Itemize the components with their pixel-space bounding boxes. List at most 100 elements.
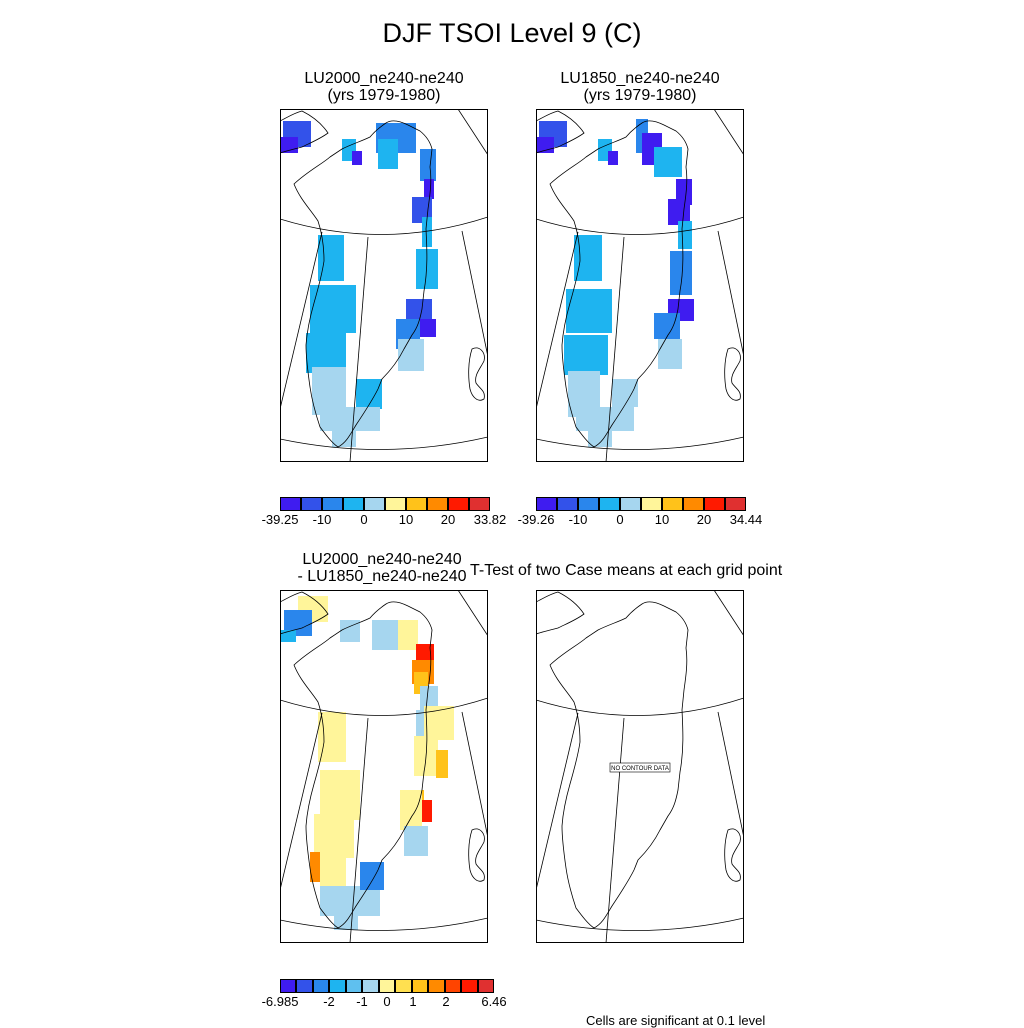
grid-cell <box>404 826 428 856</box>
iceland-coastline <box>468 828 485 882</box>
grid-cell <box>422 217 432 247</box>
no-data-label: NO CONTOUR DATA <box>611 766 669 772</box>
ellesmere-coastline <box>280 110 329 154</box>
colorbar-label: -2 <box>323 994 335 1009</box>
colorbar-swatch <box>364 497 385 511</box>
grid-cell <box>416 644 434 662</box>
colorbar-difference: -6.985 -2 -1 0 1 2 6.46 <box>262 979 507 1013</box>
colorbar-label: 2 <box>442 994 450 1009</box>
colorbar-swatch <box>620 497 641 511</box>
colorbar-swatch <box>427 497 448 511</box>
panel3-title-line1: LU2000_ne240-ne240 <box>302 551 462 568</box>
grid-cell <box>332 425 356 447</box>
grid-cell <box>352 151 362 165</box>
panel3-title: LU2000_ne240-ne240 - LU1850_ne240-ne240 <box>242 551 522 585</box>
ellesmere-coastline <box>280 591 329 635</box>
colorbar-swatch <box>557 497 578 511</box>
meridian-line <box>713 590 744 637</box>
meridian-line <box>717 230 744 358</box>
grid-cell <box>654 147 682 177</box>
colorbar-swatch <box>312 979 330 993</box>
meridian-line <box>461 711 488 839</box>
colorbar-swatch <box>536 497 557 511</box>
latitude-line <box>280 216 488 235</box>
colorbar-label: 10 <box>654 512 670 527</box>
grid-cell <box>436 750 448 778</box>
colorbar-swatch <box>411 979 429 993</box>
greenland-coastline <box>293 601 433 929</box>
meridian-line <box>349 717 369 943</box>
grid-cell <box>320 770 360 820</box>
colorbar-swatch <box>641 497 662 511</box>
grid-cell <box>670 251 692 295</box>
greenland-coastline <box>293 120 433 448</box>
colorbar-label: 34.44 <box>729 512 763 527</box>
colorbar-label: 10 <box>398 512 414 527</box>
map-frame <box>536 590 744 943</box>
colorbar-swatch <box>296 979 313 993</box>
colorbar-swatch <box>444 979 462 993</box>
colorbar-swatch <box>461 979 478 993</box>
grid-cell <box>574 235 602 281</box>
colorbar-swatch <box>301 497 322 511</box>
colorbar-swatch <box>406 497 427 511</box>
panel1-title: LU2000_ne240-ne240 (yrs 1979-1980) <box>244 70 524 104</box>
meridian-line <box>536 231 579 410</box>
grid-cell <box>318 235 344 281</box>
colorbar-swatch <box>343 497 364 511</box>
latitude-line <box>280 436 488 450</box>
meridian-line <box>280 231 323 410</box>
colorbar-swatch <box>704 497 725 511</box>
grid-cell <box>378 139 398 169</box>
colorbar-label: 33.82 <box>473 512 507 527</box>
panel1-title-line2: (yrs 1979-1980) <box>327 87 441 104</box>
colorbar-swatch <box>378 979 396 993</box>
panel2-title-line1: LU1850_ne240-ne240 <box>560 70 720 87</box>
latitude-line <box>280 697 488 716</box>
ellesmere-coastline <box>536 591 585 635</box>
colorbar-swatch <box>448 497 469 511</box>
colorbar-label: -39.25 <box>261 512 299 527</box>
colorbar-label: -10 <box>312 512 332 527</box>
no-data-box <box>609 762 671 773</box>
grid-cell <box>340 620 360 642</box>
grid-cell <box>678 221 692 249</box>
panel2-title: LU1850_ne240-ne240 (yrs 1979-1980) <box>500 70 780 104</box>
colorbar-label: -1 <box>356 994 368 1009</box>
colorbar-swatch <box>428 979 445 993</box>
map-panel-ttest: NO CONTOUR DATA <box>536 590 744 943</box>
grid-cell <box>360 862 384 890</box>
grid-cell <box>398 339 424 371</box>
meridian-line <box>280 712 323 891</box>
page-title: DJF TSOI Level 9 (C) <box>382 18 642 48</box>
colorbar-label: -39.26 <box>517 512 555 527</box>
latitude-line <box>536 917 744 931</box>
latitude-line <box>536 216 744 235</box>
colorbar-label: -6.985 <box>261 994 299 1009</box>
iceland-coastline <box>724 347 741 401</box>
colorbar-label: -10 <box>568 512 588 527</box>
colorbar-label: 1 <box>409 994 417 1009</box>
grid-cell <box>356 379 382 409</box>
colorbar-label: 0 <box>360 512 368 527</box>
grid-cell <box>400 790 422 830</box>
map-frame <box>280 109 488 462</box>
colorbar-swatch <box>599 497 620 511</box>
colorbar-swatch <box>280 497 301 511</box>
colorbar-swatch <box>578 497 599 511</box>
meridian-line <box>713 109 744 156</box>
colorbar-label: 0 <box>616 512 624 527</box>
meridian-line <box>461 230 488 358</box>
grid-cell <box>310 285 356 333</box>
colorbar-label: 0 <box>383 994 391 1009</box>
colorbar-swatch <box>725 497 746 511</box>
meridian-line <box>536 712 579 891</box>
grid-cell <box>372 620 398 650</box>
colorbar-swatch <box>683 497 704 511</box>
colorbar-label: 20 <box>440 512 456 527</box>
grid-cell <box>564 335 608 375</box>
map-content <box>280 590 488 943</box>
map-panel-lu1850 <box>536 109 744 462</box>
colorbar-swatch <box>477 979 494 993</box>
grid-cell <box>658 339 682 369</box>
